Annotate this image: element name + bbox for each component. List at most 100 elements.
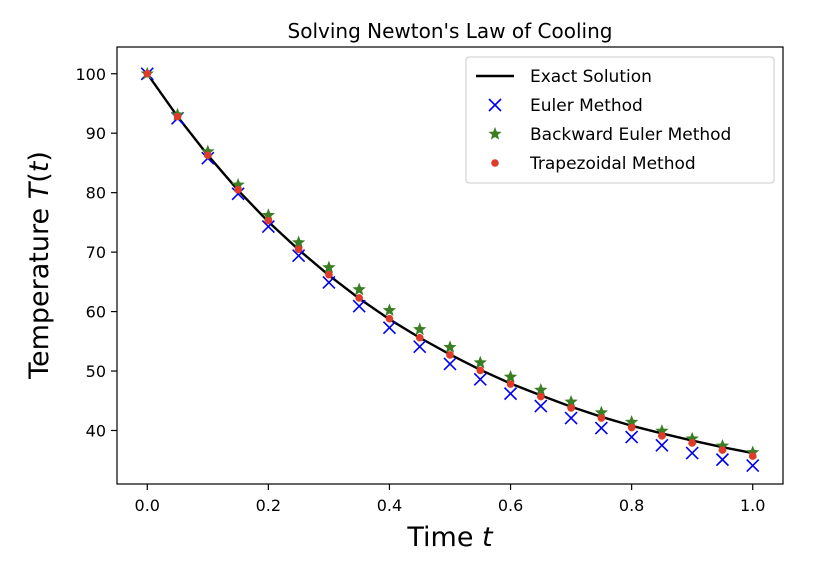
data-point-s2-12: [503, 369, 518, 383]
data-point-s3-2: [204, 151, 212, 160]
data-point-s1-18: [685, 446, 699, 460]
data-point-s2-14: [564, 394, 578, 408]
plot-frame: [116, 46, 784, 485]
data-point-s1-19: [715, 453, 730, 467]
data-point-s3-8: [385, 314, 394, 323]
chart-title: Solving Newton's Law of Cooling: [288, 19, 613, 43]
data-point-s3-6: [325, 270, 333, 279]
x-axis-label-text: Time: [406, 522, 482, 553]
x-axis-label: Time t: [406, 522, 494, 553]
data-point-s2-20: [746, 445, 760, 459]
data-point-s3-5: [294, 245, 303, 253]
x-tick-label: 0.0: [135, 496, 160, 515]
data-point-s1-11: [473, 372, 487, 386]
data-point-s3-11: [476, 366, 485, 375]
data-point-s3-17: [658, 432, 666, 440]
data-point-s1-9: [413, 340, 427, 354]
data-point-s3-19: [718, 446, 727, 454]
data-point-s1-15: [594, 421, 608, 435]
y-axis-label-var: T: [24, 180, 55, 199]
legend-swatch-marker: [488, 127, 502, 140]
data-point-s3-18: [688, 439, 696, 447]
x-tick-label: 0.6: [498, 496, 523, 515]
data-point-s2-9: [413, 322, 427, 336]
y-axis-label-paren-open: (: [24, 172, 55, 183]
data-point-s1-20: [746, 459, 760, 473]
legend-label: Euler Method: [530, 96, 643, 116]
legend-item: Backward Euler Method: [488, 125, 731, 145]
data-point-s1-12: [503, 387, 518, 401]
data-point-s1-10: [443, 357, 457, 371]
data-point-s1-14: [564, 411, 578, 425]
y-tick-label: 70: [86, 243, 106, 262]
data-point-s3-7: [355, 294, 363, 302]
data-point-s3-0: [143, 69, 152, 78]
y-axis-label-paren-close: ): [24, 151, 55, 162]
y-tick-label: 40: [86, 421, 106, 440]
y-tick-label: 60: [86, 303, 106, 322]
series-3-points: [143, 69, 757, 460]
data-point-s3-13: [537, 392, 545, 401]
y-tick-label: 90: [86, 124, 106, 143]
legend-item: Trapezoidal Method: [491, 154, 696, 174]
data-point-s3-20: [748, 452, 757, 460]
x-tick-label: 1.0: [740, 496, 765, 515]
y-tick-label: 100: [75, 65, 106, 84]
data-point-s2-13: [534, 383, 548, 396]
y-axis-label: Temperature T(t): [24, 151, 55, 380]
x-tick-label: 0.8: [619, 496, 644, 515]
data-point-s1-5: [292, 249, 306, 263]
y-tick-label: 80: [86, 184, 106, 203]
data-point-s2-7: [352, 282, 366, 296]
data-point-s3-16: [627, 423, 636, 432]
legend-item: Exact Solution: [476, 67, 652, 87]
data-point-s1-8: [382, 321, 397, 335]
x-tick-label: 0.4: [377, 496, 402, 515]
legend-items: Exact Solution Euler Method Backward Euler…: [476, 67, 731, 174]
data-point-s1-17: [655, 438, 669, 452]
legend-swatch-marker: [488, 98, 502, 112]
legend-label: Trapezoidal Method: [529, 154, 696, 174]
legend-label: Backward Euler Method: [530, 125, 731, 145]
data-point-s3-9: [415, 333, 424, 342]
ticks-layer: 0.0 0.2 0.4 0.6 0.8 1.0 40 50 60 70 80 90 100: [75, 65, 765, 515]
data-point-s1-6: [322, 275, 336, 290]
data-point-s2-19: [715, 438, 730, 452]
legend-item: Euler Method: [488, 96, 643, 116]
data-point-s3-1: [173, 112, 182, 121]
data-point-s2-3: [231, 177, 245, 191]
y-axis-label-paren-var: t: [24, 160, 55, 172]
data-point-s1-13: [534, 399, 548, 413]
data-point-s1-4: [261, 219, 275, 234]
data-point-s3-12: [506, 380, 515, 388]
legend-label: Exact Solution: [530, 67, 652, 87]
legend: Exact Solution Euler Method Backward Euler…: [465, 56, 775, 184]
data-point-s2-11: [473, 355, 487, 369]
legend-box: [465, 56, 775, 184]
data-point-s2-4: [261, 208, 276, 221]
data-point-s3-15: [597, 414, 606, 422]
data-point-s2-17: [655, 424, 669, 437]
data-point-s1-7: [352, 299, 366, 313]
y-tick-label: 50: [86, 362, 106, 381]
data-point-s2-6: [322, 260, 336, 274]
data-point-s2-16: [624, 415, 639, 428]
data-point-s3-3: [234, 185, 242, 194]
data-point-s3-4: [264, 216, 273, 225]
data-point-s2-15: [594, 405, 609, 419]
y-axis-label-text: Temperature: [24, 199, 55, 380]
data-point-s2-18: [685, 431, 699, 445]
data-point-s1-3: [231, 187, 245, 201]
data-layer: [140, 66, 760, 473]
data-point-s2-2: [201, 144, 215, 158]
legend-swatch-marker: [491, 159, 499, 167]
data-point-s2-5: [291, 235, 306, 249]
data-point-s3-10: [446, 351, 454, 359]
data-point-s2-8: [382, 303, 397, 317]
x-tick-label: 0.2: [256, 496, 281, 515]
data-point-s2-10: [443, 340, 457, 353]
data-point-s1-16: [625, 430, 639, 444]
data-point-s3-14: [567, 404, 575, 412]
series-1-points: [140, 67, 760, 473]
